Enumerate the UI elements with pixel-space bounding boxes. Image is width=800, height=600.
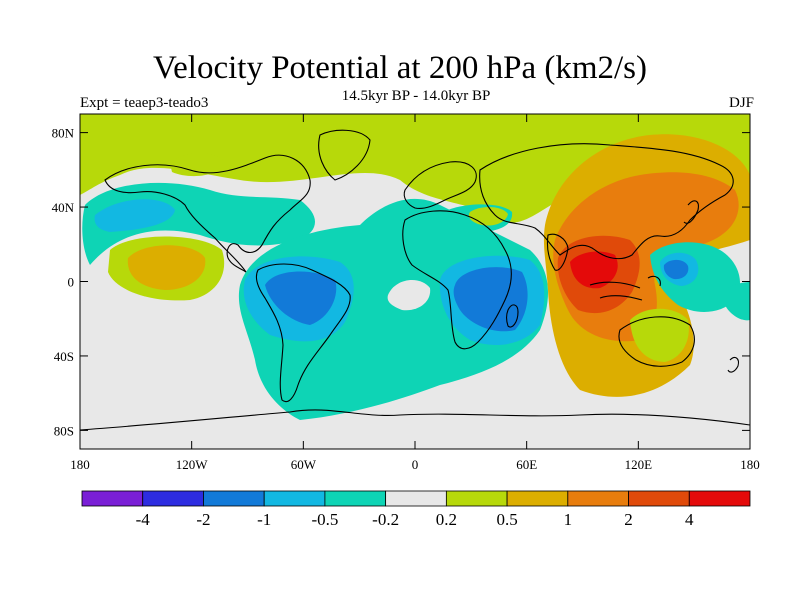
colorbar-swatch [203,490,265,507]
colorbar-swatch [385,490,447,507]
colorbar-swatch [445,490,508,507]
coast-greenland [318,129,371,181]
field-wpac-negative-inner [663,259,689,280]
colorbar-swatch [628,490,690,507]
field-tropical-positive-core [127,245,206,290]
field-atlantic-negative [238,198,549,420]
coast-madagascar [505,304,519,328]
colorbar-label: -2 [196,510,210,529]
x-tick-label: 120W [176,457,209,472]
coast-africa [402,210,512,350]
experiment-label: Expt = teaep3-teado3 [80,95,209,111]
field-africa-inner [453,267,528,332]
y-tick-label: 80N [52,126,75,141]
axis-ticks: 180 120W 60W 0 60E 120E 180 80N 40N 0 40S 80S [52,114,760,472]
colorbar-label: -4 [136,510,151,529]
colorbar-label: -0.2 [372,510,399,529]
field-east-edge [725,282,750,321]
coastlines [80,129,750,431]
coast-new-zealand [727,357,739,373]
y-tick-label: 40S [54,349,74,364]
page-title: Velocity Potential at 200 hPa (km2/s) [152,50,648,86]
x-tick-label: 180 [740,457,760,472]
coast-north-america [104,154,311,273]
x-tick-label: 120E [625,457,653,472]
season-label: DJF [728,95,754,111]
field-north-band [80,114,750,223]
colorbar-swatch [567,490,629,507]
colorbar-label: -1 [257,510,271,529]
y-tick-label: 40N [52,200,75,215]
x-tick-label: 60W [291,457,317,472]
field-australia-positive [630,308,689,362]
coast-indonesia [589,275,661,301]
coast-india [546,233,569,271]
colorbar-swatch [142,490,204,507]
y-tick-label: 0 [68,275,75,290]
coast-europe [403,161,477,209]
colorbar-label: 4 [685,510,694,529]
colorbar-label: 0.2 [436,510,457,529]
coast-antarctica [80,409,750,431]
coast-japan [683,200,699,224]
map-panel [80,114,750,449]
field-gap-neutral [387,279,431,311]
colorbar-label: 1 [564,510,573,529]
coast-south-america [255,263,351,403]
colorbar-swatch [506,490,569,507]
colorbar-label: 2 [624,510,633,529]
y-tick-label: 80S [54,423,74,438]
page-subtitle: 14.5kyr BP - 14.0kyr BP [341,88,491,104]
x-tick-label: 60E [516,457,537,472]
colorbar-swatch [263,490,326,507]
colorbar-label: 0.5 [496,510,517,529]
colorbar-swatch [324,490,387,507]
field-indopac-4 [570,251,618,289]
colorbar-label: -0.5 [311,510,338,529]
colorbar-swatch [81,490,144,507]
field-npac-core [94,199,175,232]
colorbar-swatch [688,490,751,507]
field-small-positive [170,153,225,177]
field-samerica-inner [265,271,337,325]
x-tick-label: 0 [412,457,419,472]
coast-australia [618,316,695,367]
coast-asia [479,143,734,260]
colorbar: -4 -2 -1 -0.5 -0.2 0.2 0.5 1 2 4 [81,490,751,529]
x-tick-label: 180 [70,457,90,472]
